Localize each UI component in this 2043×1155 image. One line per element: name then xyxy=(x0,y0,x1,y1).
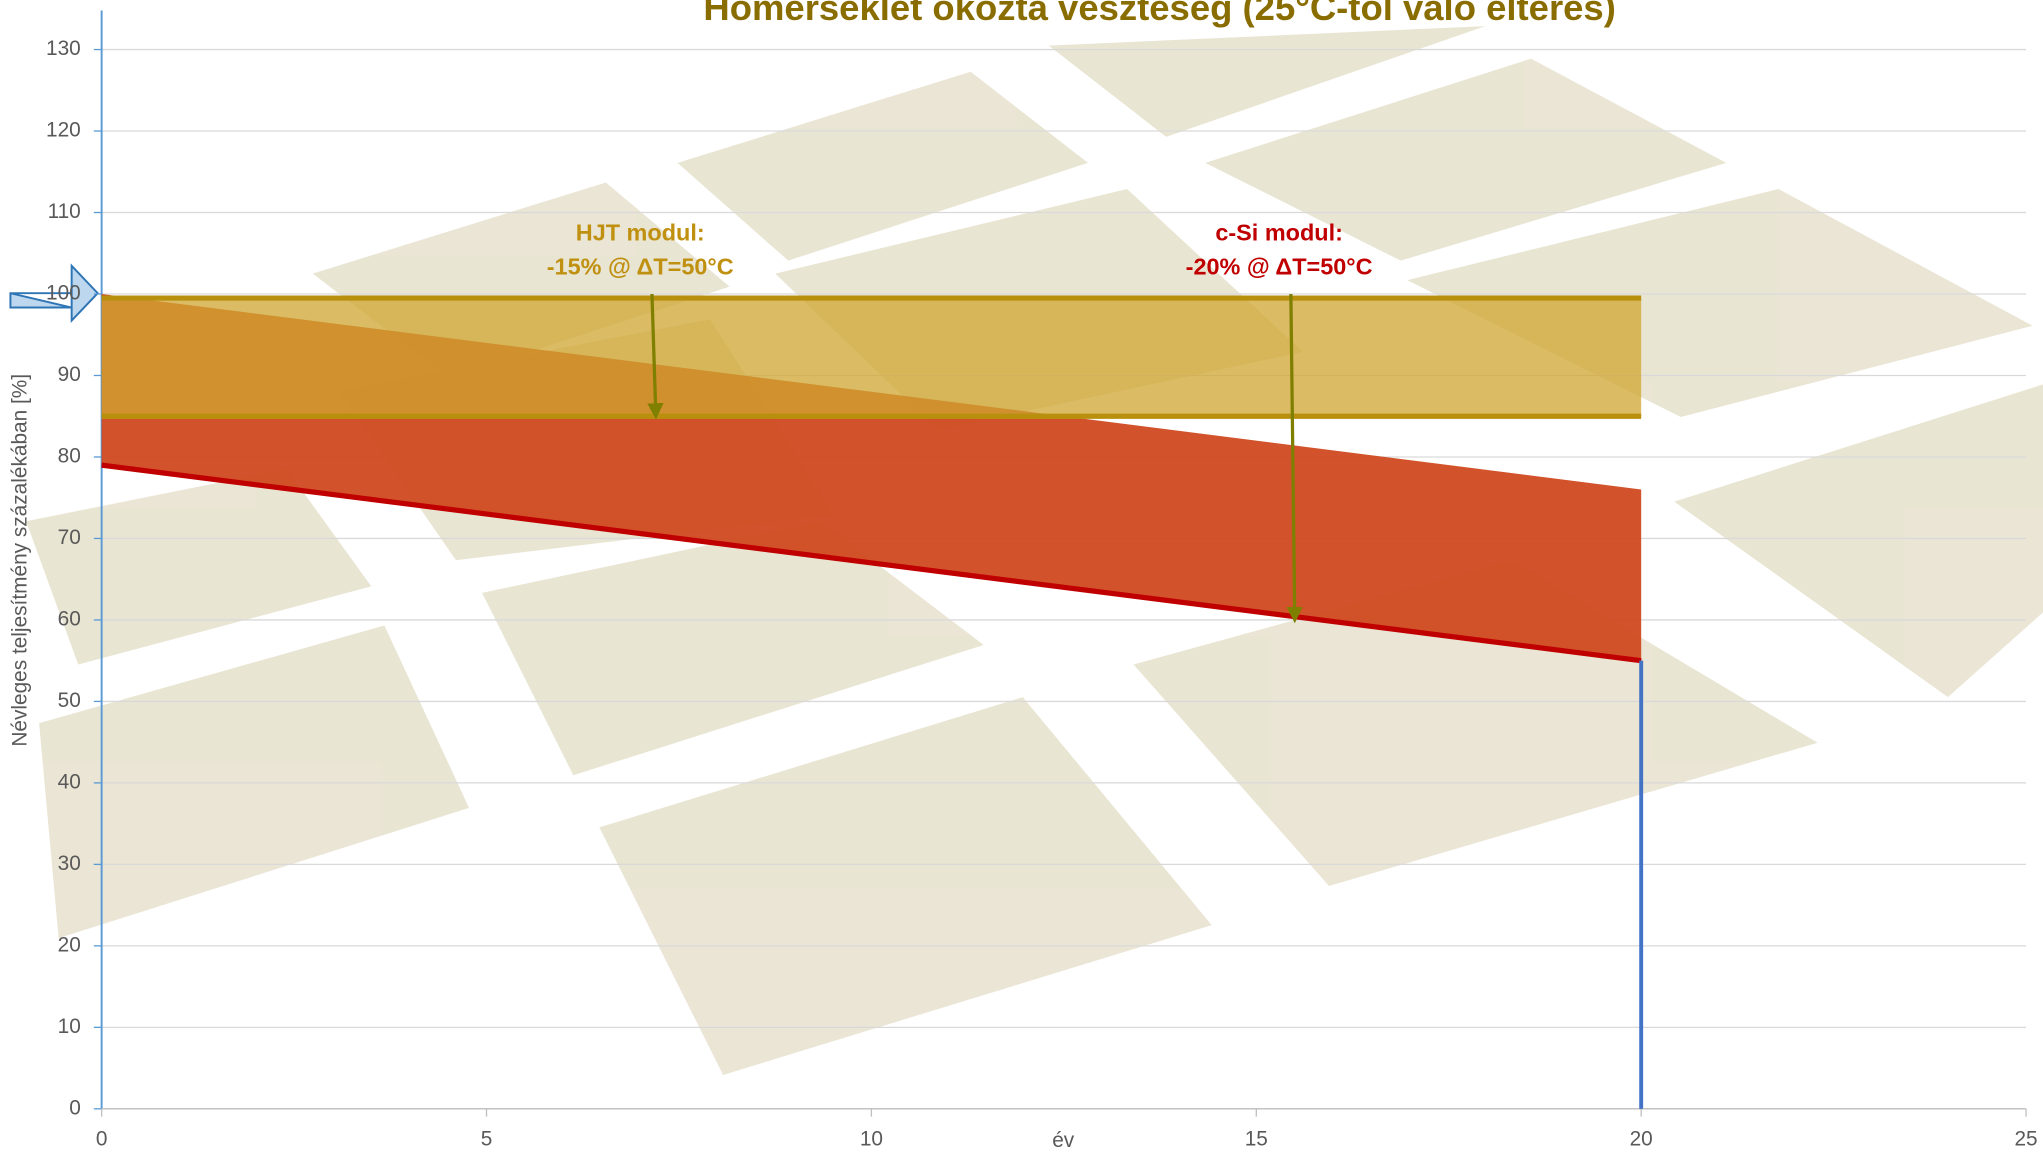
y-tick-label: 90 xyxy=(58,363,81,386)
x-tick-label: 5 xyxy=(481,1128,493,1151)
tile xyxy=(1407,188,2033,417)
y-tick-label: 120 xyxy=(46,119,81,142)
y-tick-label: 80 xyxy=(58,444,81,467)
x-tick-label: 10 xyxy=(860,1128,883,1151)
annotation-text: -20% @ ΔT=50°C xyxy=(1186,254,1373,280)
band-lower-line xyxy=(101,462,1642,664)
y-tick-label: 130 xyxy=(46,37,81,60)
x-axis-label: év xyxy=(1052,1129,1075,1152)
tile xyxy=(1674,384,2043,698)
y-tick-label: 0 xyxy=(69,1096,81,1119)
y-tick-label: 30 xyxy=(58,852,81,875)
tile xyxy=(599,697,1212,1075)
tile xyxy=(39,625,470,939)
tile xyxy=(1048,26,1486,137)
tile xyxy=(482,521,984,776)
annotation-arrow xyxy=(647,293,664,420)
reference-arrow xyxy=(9,263,100,324)
annotation-arrow xyxy=(1286,293,1303,624)
tile xyxy=(1133,560,1818,887)
y-tick-label: 50 xyxy=(58,689,81,712)
y-tick-label: 40 xyxy=(58,770,81,793)
y-tick-label: 100 xyxy=(46,282,81,305)
annotation-text: c-Si modul: xyxy=(1215,220,1343,246)
x-tick-label: 25 xyxy=(2014,1128,2037,1151)
band-area xyxy=(101,298,1642,417)
tile xyxy=(677,71,1088,261)
chart-title: Hőmérséklet okozta veszteség (25°C-tól v… xyxy=(703,0,1615,28)
x-tick-label: 15 xyxy=(1245,1128,1268,1151)
tile xyxy=(1205,58,1727,261)
tile xyxy=(26,469,372,665)
y-tick-label: 70 xyxy=(58,526,81,549)
x-tick-label: 0 xyxy=(96,1128,108,1151)
annotation-text: -15% @ ΔT=50°C xyxy=(547,254,734,280)
x-tick-label: 20 xyxy=(1630,1128,1653,1151)
annotation-text: HJT modul: xyxy=(576,220,705,246)
y-tick-label: 60 xyxy=(58,607,81,630)
y-axis-label: Névleges teljesítmény százalékában [%] xyxy=(8,374,31,747)
y-tick-label: 20 xyxy=(58,933,81,956)
y-tick-label: 110 xyxy=(48,200,81,223)
y-tick-label: 10 xyxy=(58,1015,81,1038)
